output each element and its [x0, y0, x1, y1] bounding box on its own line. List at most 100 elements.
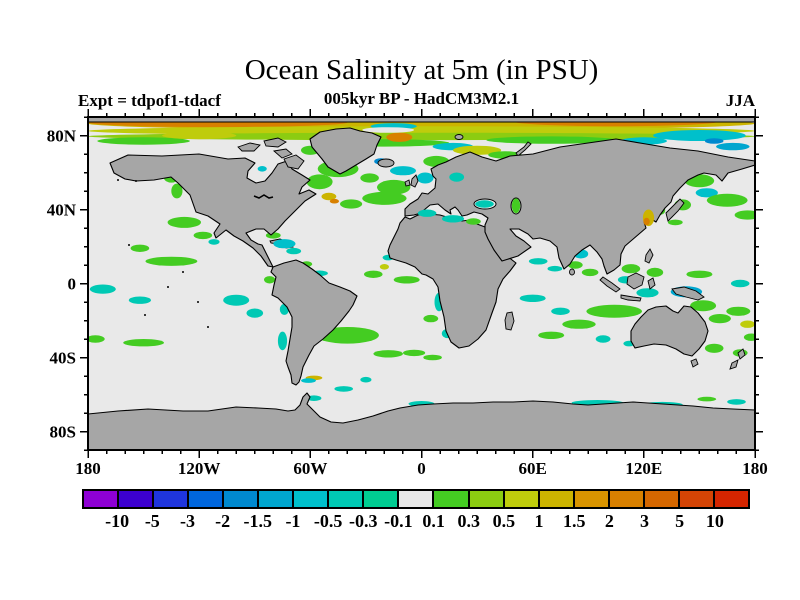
anomaly-patch [89, 284, 116, 294]
anomaly-patch [441, 215, 465, 223]
colorbar-cell [189, 491, 225, 507]
anomaly-patch [417, 209, 437, 217]
colorbar-cell [679, 491, 715, 507]
anomaly-patch [334, 386, 353, 392]
pacific-island-dots [117, 179, 209, 328]
anomaly-patch [690, 300, 717, 312]
colorbar-label: -3 [179, 511, 195, 531]
land-layer [88, 117, 755, 450]
anomaly-patch [88, 335, 105, 343]
land-canadian-arctic-islands [237, 137, 305, 170]
land-greenland [309, 127, 382, 175]
colorbar-cell [294, 491, 330, 507]
colorbar-label: -1 [285, 511, 301, 531]
colorbar-label: -0.1 [384, 511, 413, 531]
colorbar-label: -5 [144, 511, 160, 531]
anomaly-patch [277, 331, 288, 351]
colorbar-cell [364, 491, 400, 507]
anomaly-patch [379, 264, 389, 270]
north-pole-strip [88, 117, 755, 122]
colorbar-label: 5 [675, 511, 685, 531]
colorbar-label: 0.5 [492, 511, 516, 531]
colorbar-cell [399, 491, 435, 507]
anomaly-patch [562, 319, 596, 329]
colorbar-cell [329, 491, 365, 507]
land-tasmania [690, 358, 699, 368]
anomaly-patch [466, 218, 481, 225]
land-eurasia [404, 138, 755, 275]
anomaly-patch [273, 239, 296, 249]
y-axis-label: 40S [50, 349, 76, 368]
land-japan [665, 198, 685, 222]
y-axis-label: 80N [47, 127, 77, 146]
colorbar-cell [469, 491, 505, 507]
colorbar-cell [434, 491, 470, 507]
y-axis-label: 0 [68, 275, 77, 294]
anomaly-patch [726, 306, 751, 316]
experiment-label: Expt = tdpof1-tdacf [78, 91, 221, 110]
colorbar-label: -0.5 [313, 511, 343, 531]
colorbar-label: -0.3 [349, 511, 378, 531]
land-sri-lanka [569, 268, 575, 276]
anomaly-patch [162, 131, 237, 140]
colorbar-label: 1 [534, 511, 544, 531]
y-axis-label: 40N [47, 201, 77, 220]
anomaly-patch [547, 265, 563, 272]
land-south-america [270, 259, 358, 386]
anomaly-patch [145, 256, 198, 266]
colorbar-cell [154, 491, 190, 507]
x-axis-label: 60W [293, 459, 327, 478]
land-australia [630, 305, 709, 357]
colorbar-cell [539, 491, 575, 507]
anomaly-patch [449, 172, 465, 182]
axis-ticks-and-labels: 180 120W 60W 0 60E 120E 180 80N 40N 0 40S 80S [47, 109, 768, 478]
colorbar-label: -2 [215, 511, 231, 531]
anomaly-patch [423, 354, 442, 361]
anomaly-patch [167, 216, 201, 228]
colorbar-cell [609, 491, 645, 507]
anomaly-patch [130, 244, 150, 252]
anomaly-patch [704, 138, 724, 144]
anomaly-patch [128, 296, 151, 304]
colorbar-cell [84, 491, 120, 507]
season-label: JJA [725, 91, 755, 110]
land-british-isles [404, 174, 419, 188]
anomaly-patch [386, 132, 413, 142]
anomaly-patch [193, 231, 213, 240]
anomaly-patch [171, 183, 183, 199]
colorbar-label: 2 [604, 511, 614, 531]
anomaly-patch [551, 307, 570, 315]
anomaly-patch [740, 320, 755, 328]
anomaly-patch [246, 308, 264, 318]
anomaly-patch [667, 219, 683, 226]
anomaly-patch [595, 335, 611, 343]
anomaly-patch [511, 198, 521, 214]
land-antarctica [88, 392, 755, 450]
anomaly-patch [730, 279, 750, 288]
x-axis-label: 60E [518, 459, 546, 478]
anomaly-patch [519, 294, 546, 302]
colorbar-label: -10 [105, 511, 130, 531]
anomaly-patch [475, 200, 494, 208]
anomaly-patch [743, 333, 755, 341]
land-svalbard [454, 134, 464, 140]
anomaly-patch [697, 396, 717, 402]
great-lakes [253, 194, 274, 199]
x-axis-label: 120E [625, 459, 662, 478]
land-north-america [109, 153, 317, 268]
y-axis-label: 80S [50, 423, 76, 442]
colorbar-cell [259, 491, 295, 507]
x-axis-label: 120W [178, 459, 221, 478]
anomaly-patch [257, 166, 267, 172]
anomaly-patch [653, 130, 746, 141]
anomaly-patch [528, 258, 548, 265]
colorbar-labels: -10 -5 -3 -2 -1.5 -1 -0.5 -0.3 -0.1 0.1 0.3 0.5 1 1.5… [0, 511, 800, 535]
anomaly-patch [423, 314, 439, 323]
anomaly-patch [704, 343, 724, 353]
anomaly-patch [734, 210, 755, 220]
anomaly-patch [321, 192, 337, 201]
colorbar-cell [574, 491, 610, 507]
colorbar-label: -1.5 [243, 511, 273, 531]
anomaly-patches-over-land-layer [257, 166, 655, 249]
